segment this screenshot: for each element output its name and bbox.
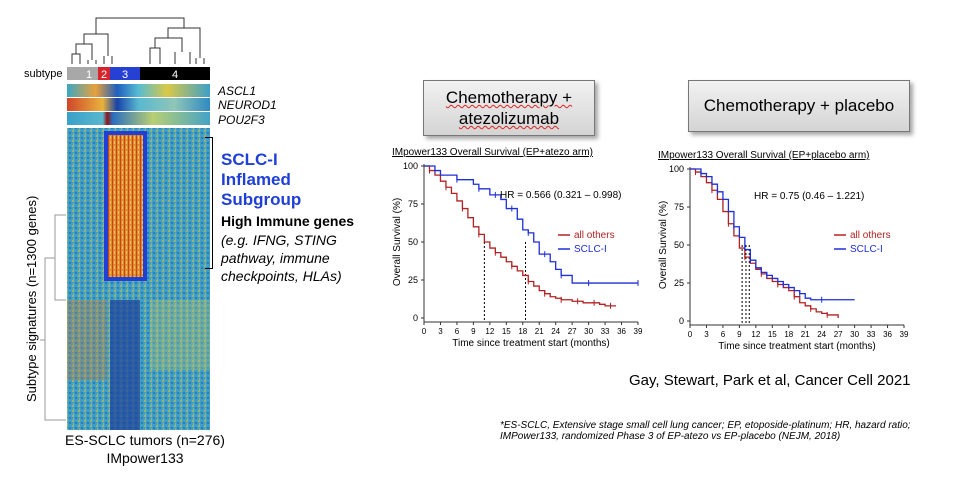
chart-title: IMpower133 Overall Survival (EP+atezo ar… bbox=[392, 147, 593, 158]
y-tick-label: 50 bbox=[674, 240, 684, 250]
subtype-label: subtype bbox=[24, 68, 63, 80]
citation: Gay, Stewart, Park et al, Cancer Cell 20… bbox=[629, 372, 911, 389]
y-axis-label: Subtype signatures (n=1300 genes) bbox=[24, 196, 39, 402]
y-tick-label: 100 bbox=[403, 161, 418, 171]
caption-line1: ES-SCLC tumors (n=276) bbox=[65, 432, 225, 448]
subtype-3: 3 bbox=[122, 69, 128, 81]
subtype-4: 4 bbox=[172, 69, 178, 81]
km-curve-sclc-i bbox=[424, 165, 638, 284]
x-tick-label: 6 bbox=[721, 330, 726, 339]
x-tick-label: 39 bbox=[900, 330, 909, 339]
y-axis-label: Overall Survival (%) bbox=[658, 201, 669, 289]
x-tick-label: 36 bbox=[883, 330, 892, 339]
footnote: *ES-SCLC, Extensive stage small cell lun… bbox=[500, 420, 955, 442]
x-tick-label: 9 bbox=[737, 330, 742, 339]
heatmap-panel: subtype 1 2 3 4 bbox=[24, 17, 225, 466]
x-tick-label: 33 bbox=[867, 330, 876, 339]
sclc-i-annotation: SCLC-I Inflamed Subgroup High Immune gen… bbox=[221, 150, 371, 285]
x-tick-label: 15 bbox=[502, 327, 511, 336]
x-tick-label: 30 bbox=[584, 327, 593, 336]
row-dendrogram bbox=[40, 214, 66, 421]
column-dendrogram bbox=[71, 17, 205, 64]
hr-text: HR = 0.566 (0.321 – 0.998) bbox=[500, 190, 621, 201]
y-tick-label: 0 bbox=[413, 313, 418, 323]
x-tick-label: 21 bbox=[535, 327, 544, 336]
x-tick-label: 18 bbox=[784, 330, 793, 339]
x-tick-label: 0 bbox=[688, 330, 693, 339]
y-tick-label: 25 bbox=[674, 278, 684, 288]
x-tick-label: 12 bbox=[751, 330, 760, 339]
x-tick-label: 6 bbox=[455, 327, 460, 336]
placebo-arm-label: Chemotherapy + placebo bbox=[703, 96, 895, 116]
legend-label: SCLC-I bbox=[574, 244, 607, 255]
ascl1-track bbox=[67, 84, 210, 97]
placebo-arm-button[interactable]: Chemotherapy + placebo bbox=[688, 80, 910, 132]
y-axis-label: Overall Survival (%) bbox=[392, 198, 403, 286]
annotation-subtitle: High Immune genes bbox=[221, 213, 355, 229]
neurod1-track bbox=[67, 98, 210, 111]
subtype-bar: 1 2 3 4 bbox=[67, 67, 210, 81]
x-tick-label: 3 bbox=[704, 330, 709, 339]
hr-text: HR = 0.75 (0.46 – 1.221) bbox=[754, 191, 864, 202]
x-tick-label: 27 bbox=[568, 327, 577, 336]
y-tick-label: 75 bbox=[408, 199, 418, 209]
gene-ascl1: ASCL1 bbox=[218, 84, 257, 98]
caption-line2: IMpower133 bbox=[106, 450, 183, 466]
km-chart-placebo: IMpower133 Overall Survival (EP+placebo … bbox=[658, 150, 909, 352]
y-tick-label: 50 bbox=[408, 237, 418, 247]
annotation-title-1: SCLC-I bbox=[221, 150, 278, 169]
y-tick-label: 75 bbox=[674, 202, 684, 212]
legend-label: all others bbox=[574, 230, 615, 241]
subtype-1: 1 bbox=[86, 69, 92, 81]
x-tick-label: 9 bbox=[471, 327, 476, 336]
x-tick-label: 3 bbox=[438, 327, 443, 336]
x-tick-label: 24 bbox=[551, 327, 560, 336]
x-axis-label: Time since treatment start (months) bbox=[452, 338, 609, 349]
atezo-arm-button[interactable]: Chemotherapy + atezolizumab bbox=[423, 80, 595, 136]
x-tick-label: 36 bbox=[617, 327, 626, 336]
annotation-detail: (e.g. IFNG, STING pathway, immune checkp… bbox=[221, 232, 342, 284]
footnote-line1: *ES-SCLC, Extensive stage small cell lun… bbox=[500, 420, 911, 431]
chart-title: IMpower133 Overall Survival (EP+placebo … bbox=[658, 150, 869, 161]
gene-pou2f3: POU2F3 bbox=[218, 113, 265, 127]
y-tick-label: 100 bbox=[669, 164, 684, 174]
legend-label: all others bbox=[850, 230, 891, 241]
gene-neurod1: NEUROD1 bbox=[218, 98, 277, 112]
atezo-arm-label: Chemotherapy + atezolizumab bbox=[445, 87, 573, 128]
subtype-2: 2 bbox=[101, 69, 107, 81]
y-tick-label: 0 bbox=[679, 316, 684, 326]
x-tick-label: 30 bbox=[850, 330, 859, 339]
bracket bbox=[205, 137, 213, 269]
sclc-i-highlight-box bbox=[104, 131, 147, 281]
annotation-title-2: Inflamed Subgroup bbox=[221, 170, 302, 209]
km-chart-atezo: IMpower133 Overall Survival (EP+atezo ar… bbox=[392, 147, 643, 349]
legend-label: SCLC-I bbox=[850, 244, 883, 255]
y-tick-label: 25 bbox=[408, 275, 418, 285]
pou2f3-track bbox=[67, 112, 210, 125]
x-tick-label: 33 bbox=[601, 327, 610, 336]
footnote-line2: IMPower133, randomized Phase 3 of EP-ate… bbox=[500, 431, 841, 442]
x-tick-label: 12 bbox=[485, 327, 494, 336]
km-curve-all-others bbox=[690, 168, 839, 318]
x-tick-label: 18 bbox=[518, 327, 527, 336]
x-tick-label: 39 bbox=[634, 327, 643, 336]
x-axis-label: Time since treatment start (months) bbox=[718, 341, 875, 352]
x-tick-label: 15 bbox=[768, 330, 777, 339]
x-tick-label: 27 bbox=[834, 330, 843, 339]
x-tick-label: 24 bbox=[817, 330, 826, 339]
x-tick-label: 21 bbox=[801, 330, 810, 339]
x-tick-label: 0 bbox=[422, 327, 427, 336]
